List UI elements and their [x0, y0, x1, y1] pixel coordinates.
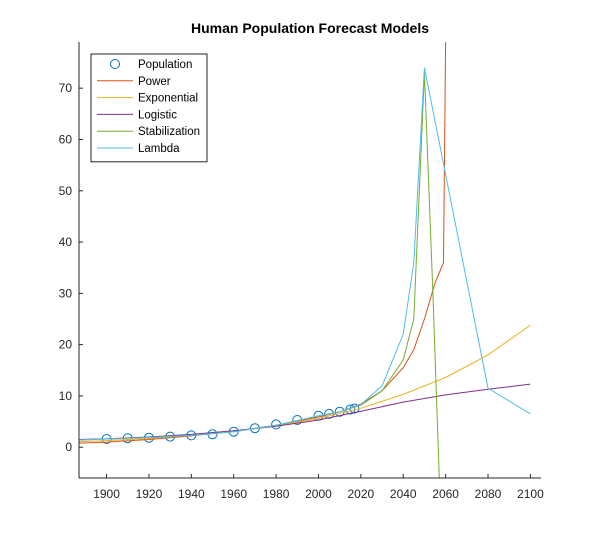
series-line-lambda: [79, 67, 531, 441]
y-tick-label: 60: [59, 132, 73, 146]
y-tick-label: 0: [65, 440, 72, 454]
y-tick-label: 10: [59, 389, 73, 403]
plot-area: [79, 42, 531, 478]
legend-label-logistic: Logistic: [138, 109, 177, 121]
legend-box: [90, 53, 208, 163]
series-group: [79, 42, 531, 478]
legend-label-lambda: Lambda: [138, 143, 180, 155]
legend-label-population: Population: [138, 59, 192, 71]
x-tick-label: 2080: [475, 487, 502, 501]
legend-label-exponential: Exponential: [138, 93, 198, 105]
x-tick-label: 1940: [178, 487, 205, 501]
x-tick-label: 2040: [390, 487, 417, 501]
legend-label-power: Power: [138, 76, 171, 88]
legend: Population Power Exponential Logistic Stabil…: [90, 53, 208, 163]
legend-swatch-population: [110, 59, 120, 69]
y-tick-label: 40: [59, 235, 73, 249]
y-tick-label: 20: [59, 338, 73, 352]
legend-label-stabilization: Stabilization: [138, 126, 200, 138]
y-tick-label: 30: [59, 286, 73, 300]
y-tick-label: 70: [59, 81, 73, 95]
x-tick-label: 2000: [305, 487, 332, 501]
x-tick-label: 2100: [517, 487, 544, 501]
series-line-exponential: [79, 324, 531, 443]
x-tick-label: 2020: [348, 487, 375, 501]
chart-title: Human Population Forecast Models: [191, 20, 429, 36]
x-tick-label: 2060: [432, 487, 459, 501]
y-tick-label: 50: [59, 184, 73, 198]
x-tick-label: 1960: [220, 487, 247, 501]
axes: 1900 1920 1940 1960 1980 2000 2020 2040 2060 2080…: [59, 42, 544, 501]
x-tick-label: 1980: [263, 487, 290, 501]
data-point: [334, 406, 345, 417]
x-tick-label: 1920: [136, 487, 163, 501]
x-tick-label: 1900: [93, 487, 120, 501]
data-point: [324, 408, 335, 419]
